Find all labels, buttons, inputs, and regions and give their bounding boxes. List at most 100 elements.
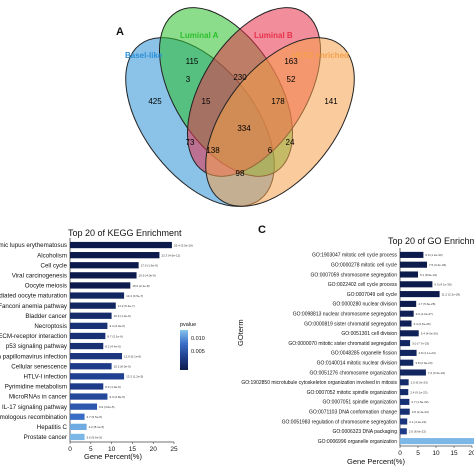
go-category-label: GO:0071103 DNA conformation change [309,409,397,415]
go-bar [400,408,410,415]
kegg-bar [70,272,137,279]
go-category-label: GO:0007052 mitotic spindle organization [307,390,398,396]
kegg-bar-value-label: 3.6 (9.6e-5) [87,435,103,439]
go-category-label: GO:0006323 DNA packaging [333,429,398,435]
go-bar-value-label: 7.5 (3.4e-33) [429,263,446,267]
go-chart-title: Top 20 of GO Enrichm [388,236,474,246]
kegg-category-label: Pyrimidine metabolism [5,384,67,391]
kegg-bar-value-label: 9.4 (2.0e-6) [109,324,125,328]
go-bar-value-label: 4.7 (5.6e-28) [418,302,435,306]
venn-region-value: 425 [148,97,162,106]
venn-set-her2-enriched [205,37,355,207]
kegg-bar [70,383,104,390]
venn-set-luminal-b [186,7,322,177]
go-category-label: GO:0007049 cell cycle [347,292,398,298]
kegg-bar-value-label: 10.2 (8.0e-6) [114,365,131,369]
go-category-label: GO:0022402 cell cycle process [328,282,398,288]
go-bar-value-label: 2.4 (9.1e-23) [410,390,427,394]
venn-region-value: 3 [186,75,191,84]
go-category-label: GO:1903047 mitotic cell cycle process [312,253,398,259]
kegg-category-label: IL-17 signaling pathway [2,404,68,411]
go-category-label: GO:0006996 organelle organization [318,439,397,445]
kegg-legend-colorbar [180,330,188,370]
venn-region-value: 98 [236,169,245,178]
panel-a-label: A [116,26,124,38]
kegg-bar-value-label: 6.9 (4.0e-5) [99,405,115,409]
kegg-bar-value-label: 8.7 (3.1e-6) [107,334,123,338]
kegg-bar [70,282,131,289]
go-bar [400,261,427,268]
kegg-bar-value-label: 13.3 (1.2e-5) [126,375,143,379]
kegg-bar-value-label: 13.4 (3.5e-7) [126,294,143,298]
kegg-bar-value-label: 25.4 (3.0e-16) [174,243,193,247]
go-bar [400,340,411,347]
go-x-tick-label: 15 [450,450,458,457]
kegg-category-label: omologous recombination [0,414,68,421]
go-category-label: GO:0007051 spindle organization [323,400,398,406]
venn-region-value: 163 [284,57,298,66]
kegg-bar [70,413,85,420]
go-bar-value-label: 3.0 (7.7e-25) [412,341,429,345]
go-x-tick-label: 10 [432,450,440,457]
go-category-label: GO:0007059 chromosome segregation [311,272,398,278]
venn-region-value: 141 [324,97,338,106]
go-category-label: GO:0051301 cell division [341,331,397,337]
go-bar [400,271,418,278]
go-bar [400,379,409,386]
kegg-bar [70,241,172,249]
kegg-bar-value-label: 16.5 (4.0e-9) [139,274,156,278]
kegg-bar [70,342,104,350]
kegg-category-label: emic lupus erythematosus [0,242,67,249]
go-bar-value-label: 6.9 (1.2e-34) [425,253,442,257]
kegg-category-label: ECM-receptor interaction [0,333,68,340]
kegg-bar-value-label: 3.7 (6.5e-5) [87,415,103,419]
venn-region-value: 115 [186,57,199,66]
go-bar-value-label: 3.4 (2.5e-26) [414,322,431,326]
kegg-legend-title: pvalue [180,322,196,328]
go-category-label: GO:0051276 chromosome organization [309,370,397,376]
venn-label-luminal-b: Luminal B [254,31,293,40]
go-category-label: GO:0000819 sister chromatid segregation [304,321,397,327]
kegg-bar [70,252,160,259]
go-bar [400,310,414,317]
kegg-category-label: p53 signaling pathway [6,343,68,350]
kegg-bar-value-label: 8.3 (1.9e-5) [105,385,121,389]
kegg-category-label: Oocyte meiosis [25,283,67,290]
venn-label-luminal-a: Luminal A [180,31,219,40]
venn-region-value: 178 [271,97,285,106]
go-bar [400,291,440,298]
go-category-label: GO:0051983 regulation of chromosome segr… [282,419,398,425]
kegg-x-axis-title: Gene Percent(%) [84,452,142,461]
go-x-tick-label: 0 [398,450,402,457]
kegg-category-label: Viral carcinogenesis [12,273,67,280]
kegg-bar [70,292,125,299]
venn-label-basel-like: Basel-like [125,51,163,60]
venn-region-value: 52 [287,75,296,84]
go-bar-value-label: 5.4 (4.0e-26) [421,332,438,336]
go-bar-value-label: 2.1 (4.2e-22) [409,420,426,424]
kegg-bar [70,433,85,441]
kegg-bar-value-label: 17.0 (1.6e-9) [141,264,158,268]
go-bar-value-label: 3.9 (1.0e-27) [416,312,433,316]
kegg-bar [70,302,116,309]
go-category-label: GO:1902850 microtubule cytoskeleton orga… [241,380,397,386]
kegg-legend-tick-label: 0.005 [191,349,205,355]
go-bar-value-label: 11.2 (2.2e-29) [442,292,461,296]
kegg-category-label: MicroRNAs in cancer [9,394,67,401]
kegg-bar [70,393,108,400]
venn-set-luminal-a [158,7,294,177]
go-bar-value-label: 2.7 (1.5e-22) [411,400,428,404]
go-category-label: GO:0000280 nuclear division [333,302,398,308]
kegg-category-label: HTLV-I infection [23,374,67,381]
kegg-bar-value-label: 10.3 (1.2e-6) [114,314,131,318]
kegg-bar [70,403,98,410]
go-bar [400,300,417,307]
go-bar [400,369,426,376]
kegg-bar [70,363,112,370]
go-bar [400,281,433,288]
kegg-bar-value-label: 8.2 (4.4e-6) [105,344,121,348]
go-bar [400,359,414,366]
kegg-category-label: Cellular senescence [11,363,67,370]
kegg-legend-tick-label: 0.010 [191,336,205,342]
kegg-category-label: Fanconi anemia pathway [0,303,68,310]
